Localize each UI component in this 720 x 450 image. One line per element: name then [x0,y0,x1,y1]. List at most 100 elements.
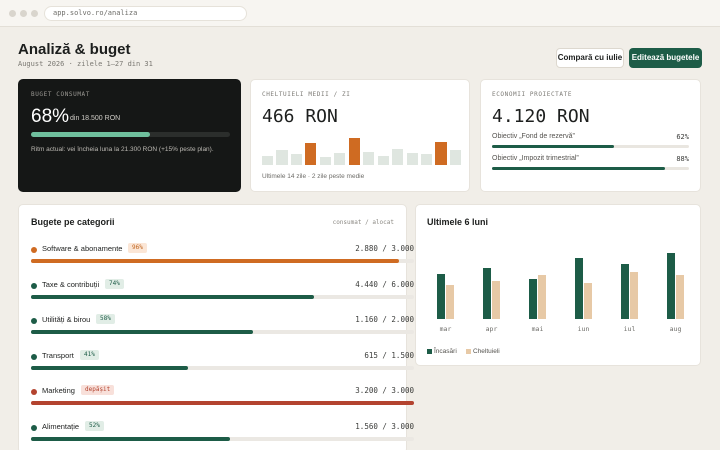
goal-progress-track [492,167,689,170]
categories-note: consumat / alocat [332,219,394,226]
budget-progress-fill [31,132,151,137]
category-name: Transport [42,350,74,360]
budget-percent: 68% [31,106,70,127]
daily-average-card: CHELTUIELI MEDII / ZI 466 RON Ultimele 1… [250,79,470,192]
category-dot [31,424,37,431]
month-tick-label: iul [623,325,636,333]
goal-label: Obiectiv „Fond de rezervă” [492,133,575,140]
category-row[interactable]: Software & abonamente 96% 2.880 / 3.000 [31,242,414,272]
budget-consumed-card: BUGET CONSUMAT 68% din 18.500 RON Ritm a… [18,79,241,192]
category-progress-track [31,294,414,299]
category-progress-track [31,330,414,334]
category-progress-fill [31,401,414,405]
daily-bar [319,156,331,165]
category-amount: 1.560 / 3.000 [355,421,414,431]
daily-bar [276,150,288,165]
category-progress-track [31,365,414,370]
goal-progress-fill [492,167,666,170]
category-row[interactable]: Utilități & birou 58% 1.160 / 2.000 [31,313,414,343]
category-amount: 4.440 / 6.000 [355,279,414,289]
window-minimize-dot[interactable] [20,10,27,17]
address-bar[interactable]: app.solvo.ro/analiza [44,6,247,21]
daily-bar [421,154,433,165]
budget-pace-note: Ritm actual: vei încheia luna la 21.300 … [31,146,214,153]
bar-expenses-mai [538,275,546,319]
category-dot [31,353,37,360]
category-dot [31,318,37,324]
legend-expenses-label: Cheltuieli [473,348,500,355]
bar-income-apr [483,267,491,319]
daily-bar [290,154,302,165]
daily-bar [262,155,274,165]
categories-title: Bugete pe categorii [31,217,115,227]
budget-total: din 18.500 RON [70,115,121,122]
savings-value: 4.120 RON [492,106,590,127]
window-close-dot[interactable] [9,10,16,17]
category-badge: 58% [96,314,115,324]
category-dot [31,389,37,395]
category-row[interactable]: Marketing depășit 3.200 / 3.000 [31,384,414,414]
category-name: Software & abonamente [42,244,123,253]
goal-percent: 62% [676,133,689,141]
category-badge: depășit [81,385,115,395]
bar-expenses-iun [584,282,592,319]
daily-bar-high [348,138,360,165]
category-amount: 615 / 1.500 [364,350,414,360]
daily-bar [392,148,404,165]
bar-income-mai [529,278,537,319]
legend-swatch-expenses [466,349,471,354]
category-dot [31,247,37,253]
daily-bar [377,155,389,165]
category-name: Alimentație [42,421,80,431]
category-progress-track [31,401,414,405]
category-row[interactable]: Transport 41% 615 / 1.500 [31,349,414,379]
month-tick-label: aug [669,325,682,333]
month-tick-label: mar [439,325,452,333]
last-six-months-card: Ultimele 6 luni mar apr mai iun iul aug Încas… [415,204,701,366]
goal-progress-fill [492,145,615,148]
daily-bar-high [435,142,447,165]
compare-button[interactable]: Compară cu iulie [556,48,624,68]
projected-savings-card: ECONOMII PROIECTATE 4.120 RON Obiectiv „… [480,79,701,192]
category-row[interactable]: Alimentație 52% 1.560 / 3.000 [31,420,414,450]
category-row[interactable]: Taxe & contribuții 74% 4.440 / 6.000 [31,278,414,308]
budget-label: BUGET CONSUMAT [31,91,90,98]
window-maximize-dot[interactable] [31,10,38,17]
category-amount: 2.880 / 3.000 [355,244,414,253]
daily-bar [363,151,375,165]
category-progress-fill [31,294,315,299]
category-badge: 74% [105,278,124,289]
daily-label: CHELTUIELI MEDII / ZI [262,91,351,98]
bar-expenses-aug [676,275,684,319]
bar-income-mar [437,273,445,319]
daily-note: Ultimele 14 zile · 2 zile peste medie [262,173,365,180]
daily-bar [449,150,461,165]
bar-income-aug [667,253,675,319]
category-name: Marketing [42,386,75,395]
page-title: Analiză & buget [18,41,131,58]
month-tick-label: iun [577,325,590,333]
daily-bar-high [305,143,317,165]
category-badge: 52% [85,420,104,431]
legend-swatch-income [427,349,432,354]
months-bar-chart: mar apr mai iun iul aug [416,205,702,367]
chart-title: Ultimele 6 luni [427,217,489,227]
category-progress-fill [31,330,254,334]
savings-label: ECONOMII PROIECTATE [492,91,573,98]
category-badge: 41% [80,349,99,360]
edit-budgets-button[interactable]: Editează bugetele [629,48,702,68]
legend-income-label: Încasări [434,348,457,355]
category-progress-track [31,259,414,263]
category-amount: 1.160 / 2.000 [355,315,414,324]
bar-expenses-mar [446,285,454,319]
category-badge: 96% [128,243,147,253]
bar-expenses-iul [630,272,638,319]
bar-income-iun [575,258,583,319]
category-progress-fill [31,436,231,441]
browser-chrome: app.solvo.ro/analiza [0,0,720,27]
goal-label: Obiectiv „Impozit trimestrial” [492,155,579,162]
daily-value: 466 RON [262,106,338,127]
daily-mini-chart [262,138,461,165]
month-tick-label: apr [485,325,498,333]
category-budgets-card: Bugete pe categorii consumat / alocat So… [18,204,414,450]
